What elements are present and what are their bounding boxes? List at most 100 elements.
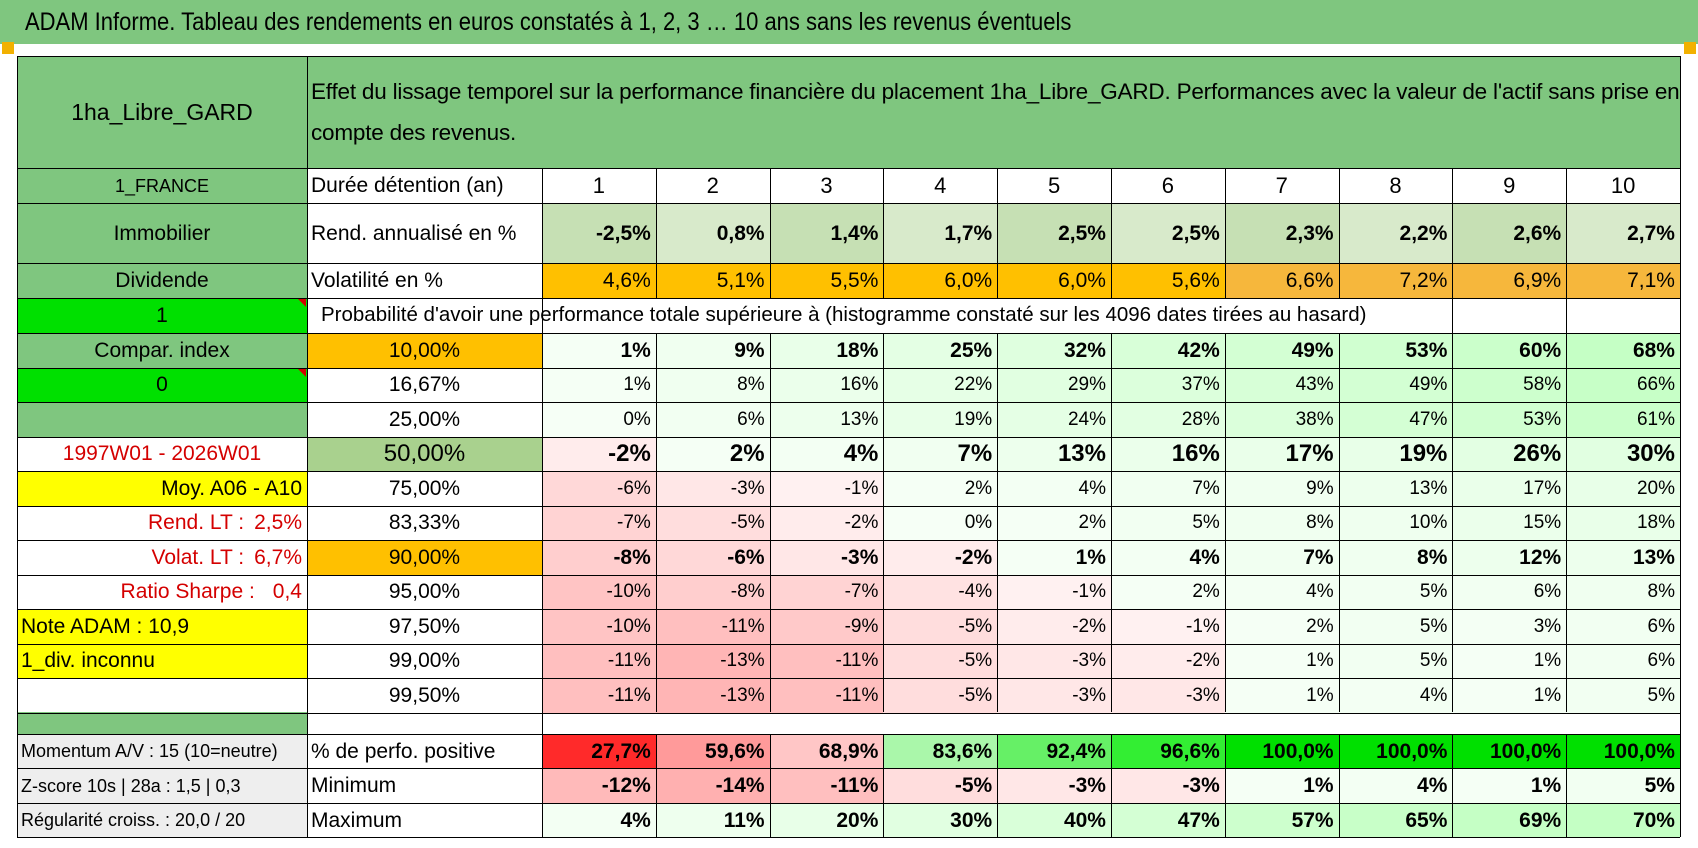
- probability-value: 13%: [1566, 540, 1680, 575]
- year-header: 4: [934, 172, 947, 198]
- row-border: [17, 540, 1680, 541]
- data-border: [542, 168, 543, 837]
- row-border: [17, 333, 1680, 334]
- volatilite-label: Volatilité en %: [311, 269, 443, 292]
- minimum-value: 5%: [1566, 768, 1680, 803]
- probability-value: -3%: [769, 540, 884, 575]
- year-header: 7: [1275, 172, 1288, 198]
- maximum-value: 70%: [1566, 803, 1680, 837]
- probability-value: 28%: [1111, 402, 1225, 437]
- probability-value: 49%: [1224, 333, 1339, 368]
- probability-value: -6%: [542, 471, 656, 506]
- column-border: [883, 333, 885, 712]
- row-border: [17, 436, 1680, 438]
- column-border: [769, 333, 771, 712]
- probability-value: -3%: [1111, 678, 1225, 713]
- rendement-value: -2,5%: [542, 203, 656, 263]
- probability-value: 1%: [1452, 643, 1567, 678]
- minimum-value: 1%: [1224, 768, 1339, 803]
- probability-threshold: 75,00%: [388, 476, 461, 500]
- probability-value: 16%: [769, 367, 884, 402]
- year-header: 9: [1503, 172, 1516, 198]
- positive-value: 100,0%: [1452, 734, 1567, 768]
- probability-value: 43%: [1224, 367, 1339, 402]
- row-border: [17, 471, 1680, 472]
- probability-value: 7%: [1111, 471, 1225, 506]
- column-border: [997, 333, 999, 712]
- rendement-value: 0,8%: [655, 203, 770, 263]
- volat-lt-value: 6,7%: [254, 545, 302, 569]
- rend-lt-label: Rend. LT :: [148, 511, 245, 535]
- minimum-value: -3%: [997, 768, 1111, 803]
- description-text: Effet du lissage temporel sur la perform…: [307, 56, 1680, 168]
- year-header: 6: [1161, 172, 1175, 198]
- probability-value: 53%: [1452, 402, 1567, 437]
- rendement-value: 2,5%: [997, 203, 1111, 263]
- volatilite-value: 6,6%: [1224, 263, 1339, 298]
- rend-lt-value: 2,5%: [254, 511, 302, 535]
- probability-value: -2%: [769, 505, 884, 540]
- volat-lt: Volat. LT : 6,7%: [17, 540, 307, 575]
- probability-value: 17%: [1452, 471, 1567, 506]
- column-border: [1111, 168, 1112, 298]
- probability-value: 6%: [1566, 643, 1680, 678]
- probability-value: 8%: [1224, 505, 1339, 540]
- probability-value: 5%: [1338, 643, 1453, 678]
- probability-value: -4%: [883, 574, 998, 609]
- positive-label: % de perfo. positive: [311, 739, 496, 763]
- probability-threshold: 25,00%: [388, 407, 461, 431]
- probability-threshold: 16,67%: [388, 373, 461, 397]
- volatilite-value: 6,0%: [883, 263, 998, 298]
- maximum-value: 47%: [1111, 803, 1225, 837]
- probability-value: 1%: [1452, 678, 1567, 713]
- probability-value: -8%: [655, 574, 770, 609]
- probability-value: 19%: [883, 402, 998, 437]
- row-border: [17, 367, 1680, 369]
- right-border: [1680, 56, 1681, 837]
- probability-value: 1%: [1224, 678, 1339, 713]
- rendement-label: Rend. annualisé en %: [311, 221, 517, 245]
- sharpe-value: 0,4: [272, 580, 302, 604]
- probability-value: -13%: [655, 678, 770, 713]
- probability-threshold: 83,33%: [388, 511, 461, 535]
- probability-value: -11%: [542, 678, 656, 713]
- column-border: [1338, 333, 1340, 712]
- probability-value: 13%: [1338, 471, 1453, 506]
- row-border: [17, 712, 1680, 714]
- column-border: [1452, 333, 1454, 712]
- period-label: 1997W01 - 2026W01: [62, 442, 262, 466]
- probability-value: -3%: [997, 643, 1111, 678]
- probability-value: -2%: [883, 540, 998, 575]
- label-border: [307, 56, 308, 837]
- probability-value: 9%: [1224, 471, 1339, 506]
- probability-value: 16%: [1111, 436, 1225, 471]
- probability-threshold: 99,50%: [388, 683, 461, 707]
- probability-value: 18%: [1566, 505, 1680, 540]
- year-header: 10: [1610, 172, 1636, 198]
- column-border: [1111, 333, 1112, 712]
- probability-value: 13%: [997, 436, 1111, 471]
- probability-value: 29%: [997, 367, 1111, 402]
- probability-value: 8%: [1566, 574, 1680, 609]
- column-border: [1111, 734, 1112, 837]
- positive-value: 83,6%: [883, 734, 998, 768]
- probability-value: 17%: [1224, 436, 1339, 471]
- year-header: 8: [1389, 172, 1402, 198]
- maximum-value: 11%: [655, 803, 770, 837]
- probability-value: -13%: [655, 643, 770, 678]
- div-label: 1_div. inconnu: [17, 643, 307, 678]
- maximum-value: 4%: [542, 803, 656, 837]
- probability-value: -1%: [769, 471, 884, 506]
- probability-value: -10%: [542, 609, 656, 644]
- volat-lt-label: Volat. LT :: [151, 545, 245, 569]
- rend-lt: Rend. LT : 2,5%: [17, 506, 307, 541]
- minimum-value: -11%: [769, 768, 884, 803]
- row-border: [17, 56, 1680, 57]
- positive-value: 68,9%: [769, 734, 884, 768]
- column-border: [655, 333, 657, 712]
- probability-value: 58%: [1452, 367, 1567, 402]
- minimum-value: -5%: [883, 768, 998, 803]
- probability-value: 47%: [1338, 402, 1453, 437]
- probability-value: 9%: [655, 333, 770, 368]
- probability-value: -11%: [769, 643, 884, 678]
